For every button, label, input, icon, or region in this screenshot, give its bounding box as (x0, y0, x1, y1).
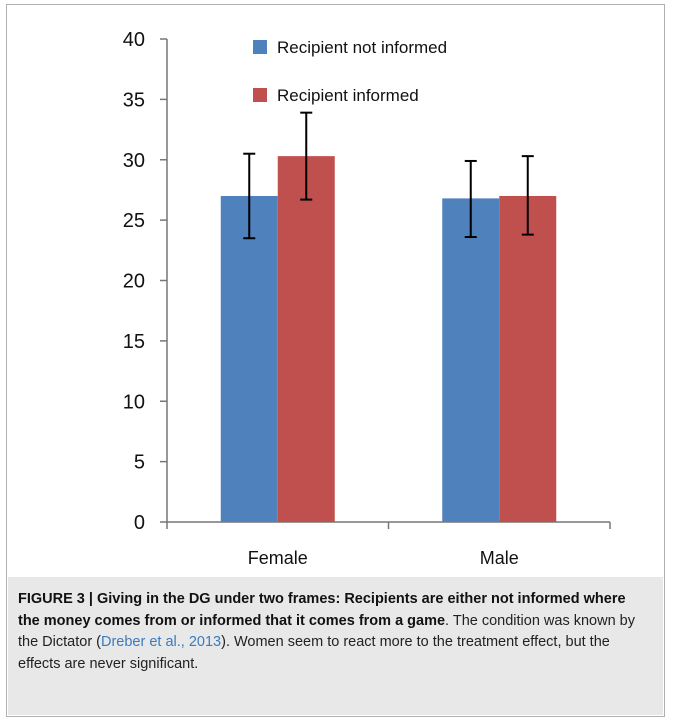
y-tick-label: 0 (134, 512, 145, 534)
y-tick-label: 15 (123, 331, 145, 353)
caption-text-before: . The condition was known by the Dictato… (18, 612, 635, 651)
chart-legend: Recipient not informed Recipient informed (253, 38, 447, 105)
x-category-label: Male (480, 548, 519, 568)
citation-link[interactable]: Dreber et al., 2013 (101, 634, 222, 650)
caption-label: FIGURE 3 | Giving in the DG under two fr… (18, 591, 626, 629)
bar (499, 195, 557, 522)
y-tick-label: 40 (123, 29, 145, 51)
legend-swatch (253, 40, 267, 54)
caption-text-after: ). Women seem to react more to the treat… (18, 634, 610, 672)
y-tick-label: 25 (123, 210, 145, 232)
y-tick-label: 5 (134, 452, 145, 474)
bar (442, 198, 500, 522)
y-tick-label: 35 (123, 89, 145, 111)
bar (220, 195, 278, 522)
legend-swatch (253, 88, 267, 102)
y-tick-label: 30 (123, 150, 145, 172)
legend-label: Recipient not informed (277, 38, 447, 57)
y-tick-label: 10 (123, 391, 145, 413)
bar-chart: 0 5 10 15 20 25 30 35 40 Female Male Recipient not… (123, 29, 611, 568)
caption-panel: FIGURE 3 | Giving in the DG under two fr… (8, 577, 663, 715)
bar (277, 156, 335, 522)
legend-label: Recipient informed (277, 86, 419, 105)
y-tick-label: 20 (123, 271, 145, 293)
chart-bars (220, 111, 557, 522)
figure-caption: FIGURE 3 | Giving in the DG under two fr… (18, 589, 648, 675)
x-category-label: Female (248, 548, 308, 568)
